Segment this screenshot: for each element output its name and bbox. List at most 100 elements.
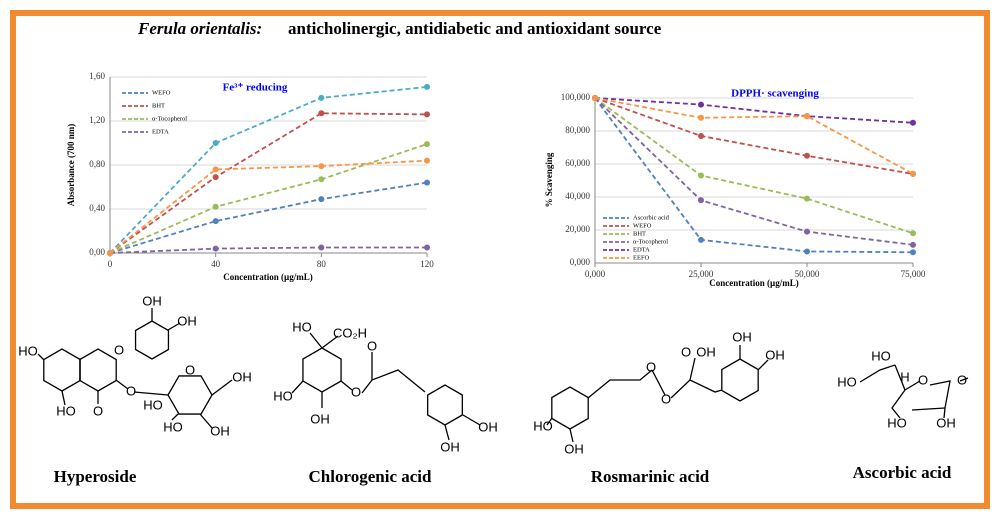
data-point: [910, 249, 916, 256]
y-tick-label: 100,000: [561, 92, 591, 102]
y-tick-label: 80,000: [565, 125, 590, 135]
data-point: [698, 114, 704, 121]
bond: [340, 380, 353, 391]
atom-label: O: [661, 391, 671, 406]
legend-label: WEFO: [633, 222, 652, 229]
bond: [133, 391, 169, 396]
atom-label: O: [957, 372, 967, 387]
atom-label: HO: [273, 388, 293, 403]
y-tick-label: 40,000: [565, 191, 590, 201]
data-point: [424, 141, 430, 148]
compound-name: Chlorogenic acid: [309, 467, 432, 486]
atom-label: OH: [142, 293, 162, 308]
x-tick-label: 75,000: [901, 269, 926, 279]
y-axis-label: Absorbance (700 nm): [66, 124, 76, 207]
bond: [321, 335, 339, 349]
bond: [587, 369, 653, 399]
series-line: [594, 97, 914, 254]
bond: [859, 364, 896, 383]
data-point: [318, 244, 325, 251]
atom-label: O: [681, 344, 691, 359]
atom-label: O: [93, 403, 103, 418]
data-point: [592, 95, 598, 101]
data-point: [804, 248, 810, 255]
data-point: [318, 196, 325, 203]
data-point: [424, 83, 430, 90]
frame: [10, 10, 990, 509]
atom-label: OH: [440, 439, 460, 454]
data-point: [212, 166, 219, 173]
series-line: [109, 143, 428, 254]
data-point: [318, 176, 325, 183]
x-tick-label: 0,000: [585, 269, 606, 279]
y-tick-label: 0,00: [89, 247, 105, 257]
data-point: [910, 119, 916, 126]
legend-label: BHT: [633, 230, 646, 237]
data-point: [318, 163, 325, 170]
atom-label: OH: [478, 419, 498, 434]
series-line: [594, 97, 914, 235]
atom-label: HO: [18, 343, 38, 358]
y-axis-label: % Scavenging: [544, 152, 554, 207]
atom-label: HO: [871, 348, 891, 363]
series-line: [594, 97, 914, 246]
data-point: [698, 172, 704, 179]
atom-label: O: [351, 384, 361, 399]
bond: [211, 379, 233, 396]
x-tick-label: 25,000: [689, 269, 714, 279]
y-tick-label: 0,000: [570, 257, 591, 267]
data-point: [910, 241, 916, 248]
bond: [171, 413, 179, 421]
bond: [689, 379, 723, 393]
bond: [309, 332, 323, 349]
legend-label: α-Tocopherol: [633, 238, 668, 245]
atom-label: HO: [887, 415, 907, 430]
atom-label: O: [646, 359, 656, 374]
bond: [943, 407, 946, 419]
x-tick-label: 50,000: [795, 269, 820, 279]
bond: [959, 377, 969, 382]
x-tick-label: 120: [420, 259, 434, 269]
bond: [757, 359, 769, 371]
y-tick-label: 20,000: [565, 224, 590, 234]
atom-label: O: [367, 338, 377, 353]
data-point: [107, 250, 113, 256]
atom-label: O: [918, 372, 928, 387]
atom-label: OH: [210, 423, 230, 438]
bond: [462, 414, 481, 426]
data-point: [698, 132, 704, 139]
data-point: [698, 197, 704, 204]
x-axis-label: Concentration (µg/mL): [223, 272, 312, 282]
data-point: [212, 245, 219, 252]
data-point: [424, 111, 430, 118]
atom-label: HO: [533, 418, 553, 433]
data-point: [318, 94, 325, 101]
atom-label: HO: [837, 374, 857, 389]
atom-label: OH: [564, 441, 584, 456]
bond: [37, 353, 45, 361]
atom-label: HO: [56, 403, 76, 418]
y-tick-label: 0,80: [89, 159, 105, 169]
legend-label: BHT: [152, 102, 165, 109]
series-line: [109, 86, 428, 254]
data-point: [804, 113, 810, 120]
data-point: [318, 110, 325, 117]
series-line: [109, 159, 428, 254]
atom-label: OH: [696, 344, 716, 359]
x-axis-label: Concentration (µg/mL): [709, 278, 798, 288]
atom-label: OH: [732, 329, 752, 344]
atom-label: CO₂H: [333, 325, 367, 340]
x-tick-label: 80: [317, 259, 327, 269]
data-point: [910, 230, 916, 237]
legend-label: WEFO: [152, 89, 171, 96]
atom-label: OH: [232, 369, 252, 384]
bond: [199, 413, 213, 429]
x-tick-label: 0: [108, 259, 113, 269]
data-point: [424, 179, 430, 186]
compound-name: Hyperoside: [54, 467, 137, 486]
data-point: [424, 157, 430, 164]
data-point: [910, 170, 916, 177]
series-line: [109, 246, 427, 254]
bond: [167, 322, 181, 331]
